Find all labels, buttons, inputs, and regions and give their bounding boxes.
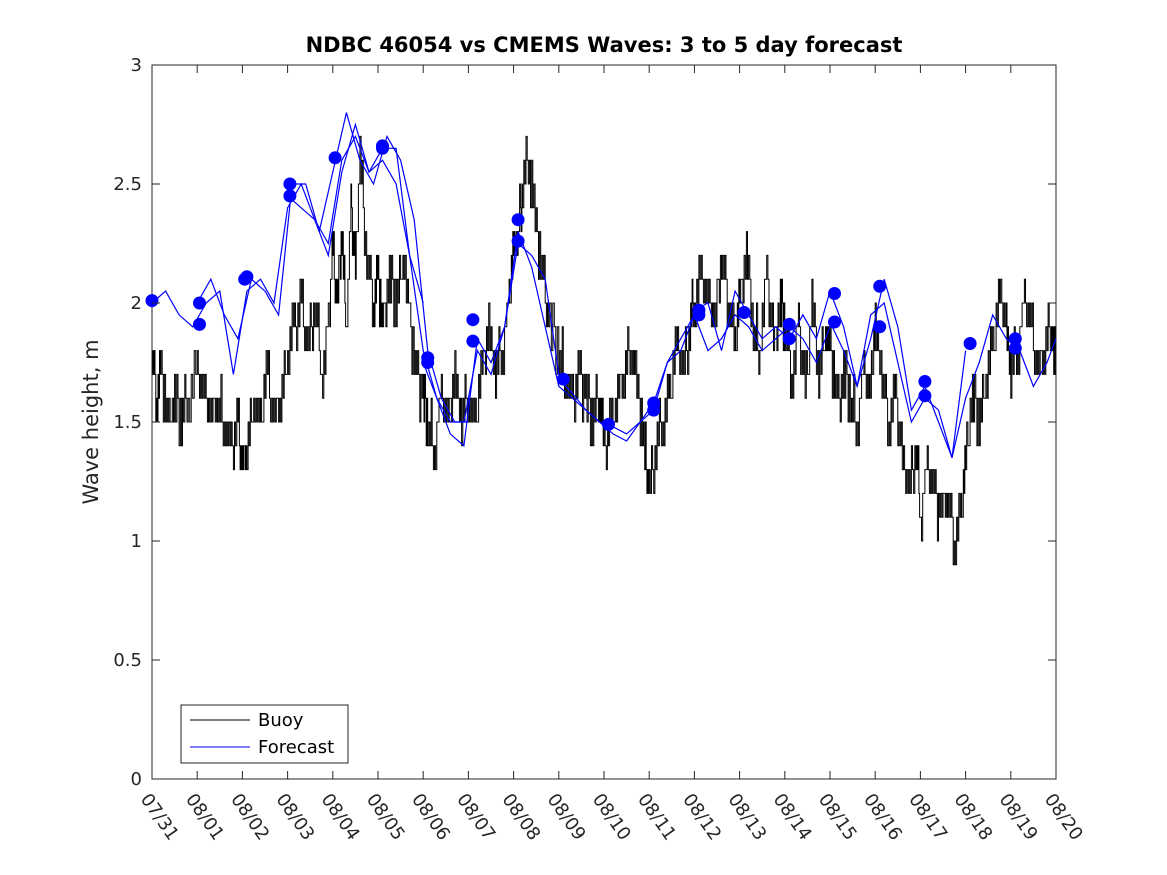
series-forecast-line-7 [829, 301, 1057, 458]
forecast-marker [737, 306, 751, 319]
forecast-marker [647, 403, 661, 417]
forecast-marker [602, 417, 615, 431]
forecast-marker [918, 389, 932, 403]
forecast-marker [918, 375, 932, 388]
forecast-marker [193, 296, 206, 310]
y-tick-label: 2 [131, 293, 142, 314]
y-tick-label: 1 [131, 531, 142, 552]
forecast-marker [283, 189, 297, 203]
y-tick-label: 1.5 [113, 412, 142, 433]
forecast-marker [692, 308, 706, 322]
forecast-marker [1008, 341, 1022, 355]
forecast-marker [328, 151, 342, 165]
forecast-marker [193, 317, 206, 331]
forecast-marker [963, 337, 977, 350]
marker-layer [145, 139, 1022, 431]
y-tick-label: 0 [131, 769, 142, 790]
forecast-marker [145, 294, 159, 308]
forecast-marker [376, 141, 389, 155]
forecast-marker [556, 372, 570, 386]
forecast-marker [283, 177, 297, 191]
series-forecast-line-3 [287, 135, 560, 423]
y-axis-label: Wave height, m [79, 339, 103, 504]
legend: Buoy Forecast [180, 704, 349, 764]
forecast-marker [782, 332, 796, 346]
forecast-marker [466, 313, 480, 327]
chart-title: NDBC 46054 vs CMEMS Waves: 3 to 5 day fo… [306, 33, 903, 57]
forecast-marker [511, 213, 525, 227]
forecast-marker [240, 270, 254, 284]
forecast-marker [511, 234, 525, 248]
series-forecast-line-2 [196, 112, 469, 423]
forecast-marker [873, 320, 887, 334]
legend-forecast-label: Forecast [258, 737, 334, 758]
forecast-marker [828, 287, 841, 300]
y-tick-label: 3 [131, 55, 142, 76]
y-tick-label: 0.5 [113, 650, 142, 671]
forecast-marker [466, 334, 480, 348]
y-tick-label: 2.5 [113, 174, 142, 195]
forecast-marker [873, 279, 887, 293]
forecast-marker [782, 317, 796, 331]
legend-box [180, 704, 349, 764]
forecast-marker [828, 315, 841, 329]
forecast-marker [1008, 332, 1022, 346]
plot-area: 00.511.522.5307/3108/0108/0208/0308/0408… [113, 55, 1087, 844]
legend-buoy-label: Buoy [258, 710, 304, 731]
forecast-marker [421, 356, 435, 369]
